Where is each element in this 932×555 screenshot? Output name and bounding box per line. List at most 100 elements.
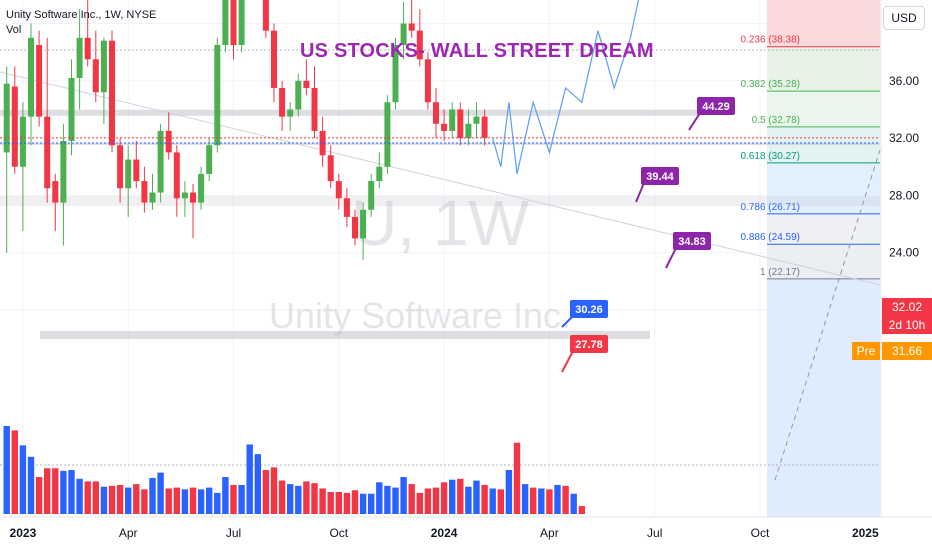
- candle-body: [424, 59, 431, 103]
- volume-bar: [278, 480, 286, 514]
- volume-bar: [222, 477, 229, 514]
- candle-body: [3, 83, 10, 153]
- target-arrow: [561, 350, 574, 373]
- volume-bar: [416, 492, 423, 514]
- volume-bar: [343, 492, 351, 514]
- volume-bar: [570, 493, 577, 514]
- candle-body: [60, 140, 67, 203]
- target-arrow: [688, 112, 701, 131]
- price-axis-bg: [881, 0, 932, 550]
- volume-bar: [11, 430, 18, 514]
- premarket-price-label: 31.66: [882, 342, 932, 360]
- target-label-box: [673, 232, 711, 250]
- candle-body: [352, 216, 358, 239]
- watermark-ticker: U, 1W: [351, 187, 529, 259]
- candle-body: [262, 0, 269, 31]
- symbol-legend[interactable]: Unity Software Inc., 1W, NYSE: [6, 9, 157, 21]
- candle-body: [214, 44, 221, 146]
- candle-body: [76, 37, 83, 78]
- volume-bar: [489, 488, 496, 514]
- volume-bar: [481, 484, 488, 514]
- projection-path: [492, 0, 640, 175]
- volume-bar: [319, 488, 326, 514]
- target-label-box: [570, 300, 608, 318]
- volume-bar: [84, 481, 91, 514]
- volume-bar: [165, 488, 172, 514]
- candle-body: [238, 0, 245, 45]
- candle-body: [416, 30, 423, 60]
- target-label-box: [697, 97, 735, 115]
- fib-level-label: 0.236 (38.38): [741, 35, 801, 46]
- volume-bar: [3, 426, 10, 514]
- volume-bar: [27, 456, 35, 514]
- candle-body: [44, 116, 51, 189]
- target-label-text: 39.44: [646, 171, 674, 183]
- volume-bar: [424, 488, 432, 514]
- volume-bar: [449, 479, 456, 514]
- candle-body: [465, 123, 472, 139]
- last-price-label: 32.02: [882, 298, 932, 316]
- volume-bar: [359, 493, 367, 514]
- bar-countdown-label: 2d 10h: [882, 316, 932, 334]
- candle-body: [84, 37, 91, 60]
- volume-bar: [538, 488, 545, 514]
- volume-bar: [521, 484, 529, 514]
- volume-bar: [351, 490, 359, 514]
- price-tick-label: 32.00: [889, 131, 919, 145]
- volume-bar: [262, 470, 270, 514]
- volume-legend[interactable]: Vol: [6, 24, 22, 36]
- time-tick-label: Oct: [329, 526, 348, 540]
- volume-bar: [432, 487, 440, 514]
- volume-bar: [19, 445, 27, 514]
- target-arrow: [561, 315, 574, 328]
- volume-bar: [181, 489, 189, 514]
- volume-bar: [173, 487, 180, 514]
- fib-zone: [767, 126, 880, 163]
- candle-body: [52, 181, 59, 203]
- volume-bar: [303, 481, 310, 514]
- fib-zone: [767, 162, 880, 214]
- candle-body: [368, 181, 375, 210]
- trend-line: [0, 71, 881, 286]
- time-axis-bg: [0, 517, 932, 550]
- volume-bar: [230, 484, 237, 514]
- time-tick-label: 2023: [10, 526, 37, 540]
- candle-body: [343, 198, 350, 217]
- candle-body: [287, 109, 294, 117]
- candle-body: [198, 173, 205, 203]
- price-tick-label: 24.00: [889, 246, 919, 260]
- volume-bar: [206, 487, 213, 514]
- volume-bar: [554, 484, 561, 514]
- target-label-box: [641, 167, 679, 185]
- volume-bar: [100, 486, 108, 514]
- candle-body: [400, 23, 407, 45]
- time-tick-label: Apr: [119, 526, 138, 540]
- volume-bar: [384, 485, 391, 514]
- time-tick-label: Jul: [647, 526, 662, 540]
- volume-bar: [287, 484, 294, 514]
- volume-bar: [108, 485, 116, 514]
- watermark-name: Unity Software Inc.: [269, 295, 571, 336]
- candle-body: [133, 159, 140, 182]
- volume-bar: [246, 444, 253, 514]
- candle-body: [473, 116, 480, 124]
- time-tick-label: Jul: [226, 526, 241, 540]
- currency-button[interactable]: USD: [883, 6, 925, 30]
- candle-body: [230, 0, 237, 45]
- fib-level-label: 1 (22.17): [760, 267, 800, 278]
- candle-body: [457, 109, 464, 139]
- fib-zone: [767, 46, 880, 92]
- horizontal-zone: [0, 142, 880, 145]
- candle-body: [19, 116, 26, 167]
- volume-bar: [505, 470, 513, 514]
- candle-body: [384, 102, 391, 167]
- chart-title: US STOCKS- WALL STREET DREAM: [300, 40, 654, 62]
- volume-bar: [530, 487, 537, 514]
- candle-body: [311, 87, 318, 131]
- volume-bar: [254, 454, 261, 514]
- candle-body: [481, 116, 488, 138]
- volume-bar: [116, 484, 124, 514]
- candle-body: [68, 77, 75, 141]
